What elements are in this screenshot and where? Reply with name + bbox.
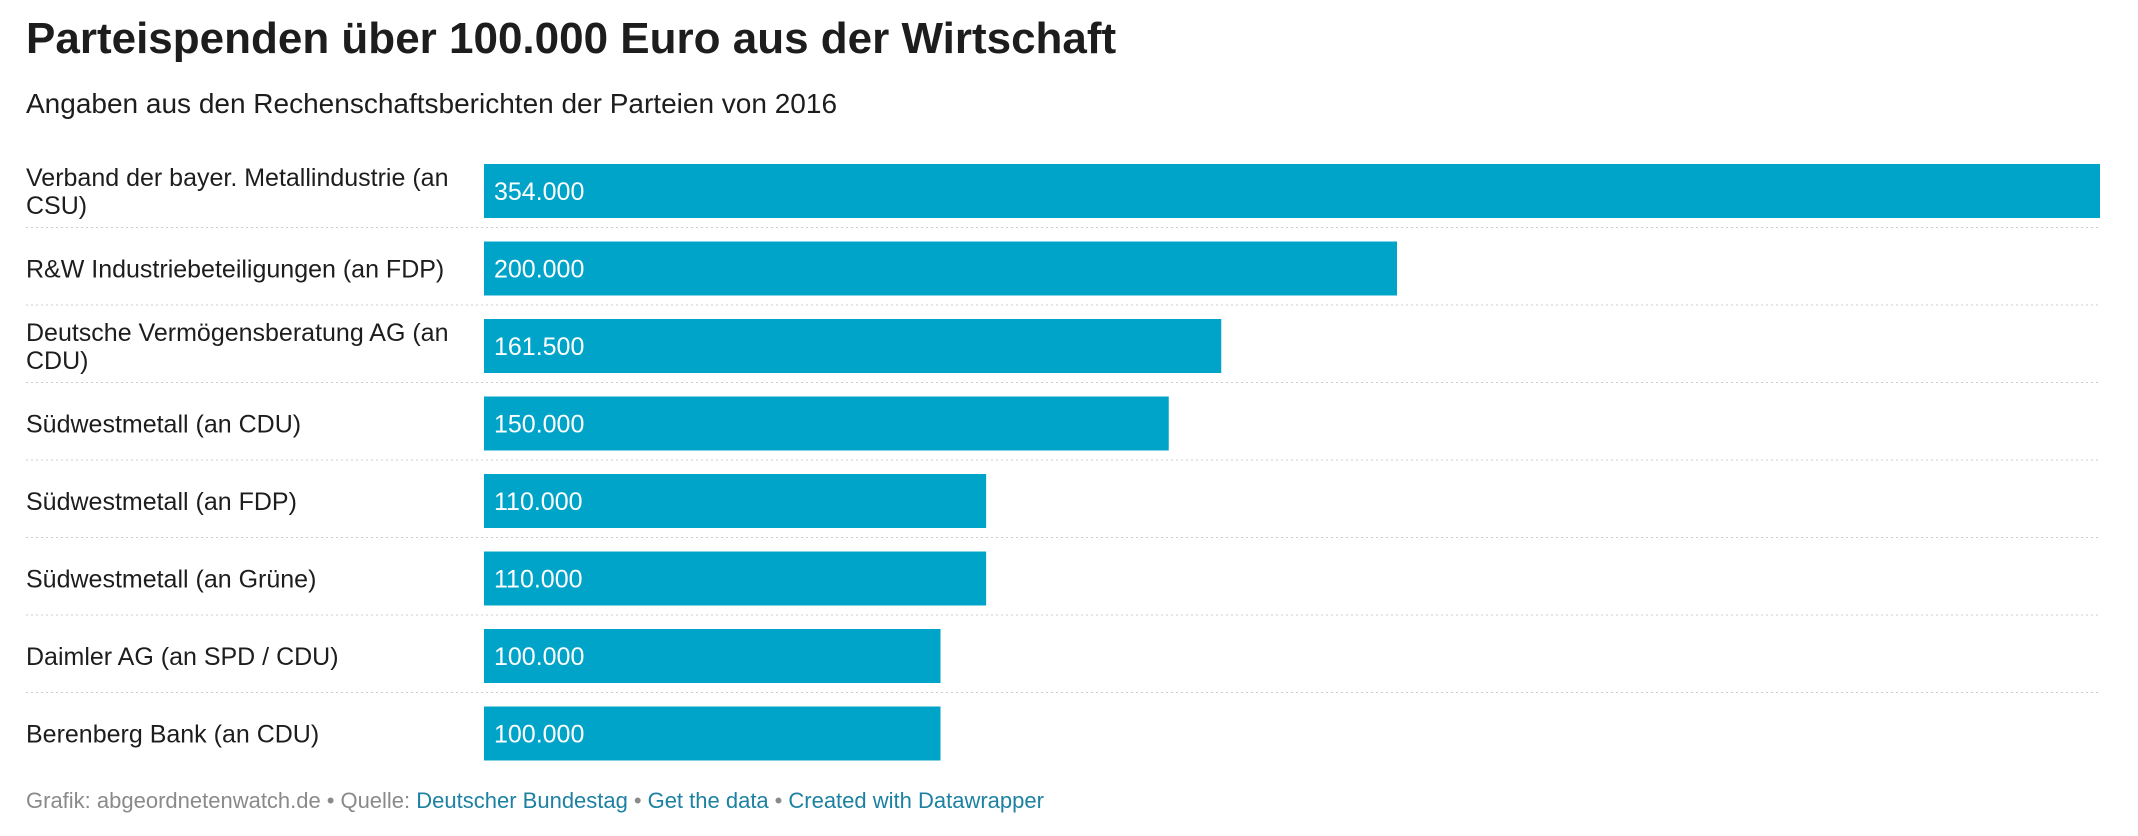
- separator: •: [633, 788, 642, 813]
- bar-value-label: 354.000: [494, 178, 584, 206]
- category-label: Deutsche Vermögensberatung AG (an CDU): [26, 319, 449, 375]
- footer: Grafik: abgeordnetenwatch.de • Quelle: Deu…: [26, 788, 1044, 814]
- datawrapper-link[interactable]: Created with Datawrapper: [788, 788, 1044, 813]
- source-link[interactable]: Deutscher Bundestag: [416, 788, 628, 813]
- category-label: Daimler AG (an SPD / CDU): [26, 643, 339, 671]
- bar-value-label: 100.000: [494, 643, 584, 671]
- category-label-line: Südwestmetall (an CDU): [26, 411, 301, 439]
- bar-value-label: 110.000: [494, 488, 583, 516]
- category-label: Südwestmetall (an FDP): [26, 488, 297, 516]
- category-label-line: Daimler AG (an SPD / CDU): [26, 643, 339, 671]
- category-label-line: Verband der bayer. Metallindustrie (an: [26, 164, 448, 192]
- chart-subtitle: Angaben aus den Rechenschaftsberichten d…: [26, 88, 838, 119]
- get-data-link[interactable]: Get the data: [647, 788, 769, 813]
- bar: [484, 629, 941, 683]
- bar-chart: 354.000 Verband der bayer. Metallindustri…: [26, 164, 2100, 761]
- bar: [484, 319, 1222, 373]
- separator: •: [774, 788, 783, 813]
- bar: [484, 164, 2100, 218]
- bar-value-label: 150.000: [494, 411, 584, 439]
- bar: [484, 241, 1397, 296]
- bar-value-label: 200.000: [494, 256, 584, 284]
- bar: [484, 474, 987, 528]
- category-label-line: Deutsche Vermögensberatung AG (an: [26, 319, 449, 347]
- separator: •: [326, 788, 335, 813]
- bar: [484, 706, 941, 761]
- bar-value-label: 110.000: [494, 566, 583, 594]
- bar-value-label: 161.500: [494, 333, 584, 361]
- category-label-line: Südwestmetall (an FDP): [26, 488, 297, 516]
- category-label-line: R&W Industriebeteiligungen (an FDP): [26, 256, 444, 284]
- source-label: Quelle:: [340, 788, 411, 813]
- credit-text: Grafik: abgeordnetenwatch.de: [26, 788, 321, 813]
- category-label: Südwestmetall (an Grüne): [26, 566, 316, 594]
- category-label-line: Berenberg Bank (an CDU): [26, 721, 319, 749]
- category-label: R&W Industriebeteiligungen (an FDP): [26, 256, 444, 284]
- category-label: Verband der bayer. Metallindustrie (an CS…: [26, 164, 448, 220]
- bar: [484, 551, 987, 606]
- category-label-line: CSU): [26, 192, 87, 220]
- chart-title: Parteispenden über 100.000 Euro aus der …: [26, 14, 1117, 63]
- category-label-line: CDU): [26, 347, 89, 375]
- category-label-line: Südwestmetall (an Grüne): [26, 566, 316, 594]
- category-label: Südwestmetall (an CDU): [26, 411, 301, 439]
- bar: [484, 396, 1169, 451]
- category-label: Berenberg Bank (an CDU): [26, 721, 319, 749]
- bar-value-label: 100.000: [494, 721, 584, 749]
